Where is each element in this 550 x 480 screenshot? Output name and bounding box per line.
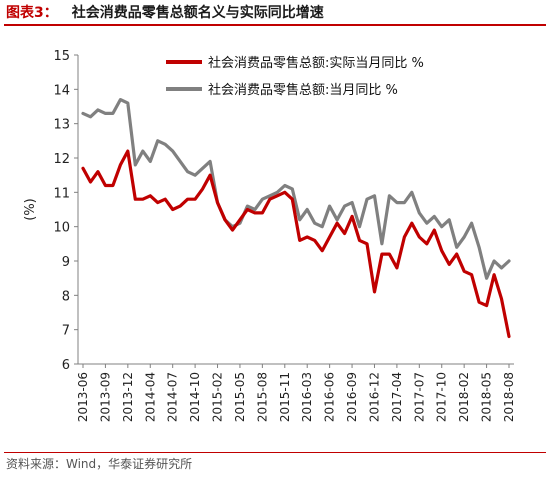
series-line-1	[81, 97, 511, 280]
x-tick-label: 2018-05	[480, 372, 494, 422]
y-axis-label: (%)	[23, 198, 38, 221]
x-tick-label: 2017-10	[435, 372, 449, 422]
x-tick-label: 2015-05	[233, 372, 247, 422]
figure-label: 图表3：	[6, 5, 58, 21]
x-tick-label: 2016-06	[323, 372, 337, 422]
x-tick-label: 2015-08	[255, 372, 269, 422]
x-tick-label: 2016-03	[300, 372, 314, 422]
figure-title-block: 图表3： 社会消费品零售总额名义与实际同比增速	[6, 2, 324, 22]
y-tick-label: 12	[53, 152, 70, 167]
series-layer	[81, 97, 511, 339]
y-tick-label: 13	[53, 118, 70, 133]
x-tick-label: 2013-12	[121, 372, 135, 422]
y-tick-label: 6	[62, 358, 70, 373]
line-chart: 6 7 8 9 10 11 12 13 14 15 (%) 2013-06 2013-09 2013-12…	[23, 49, 516, 422]
x-tick-label: 2016-09	[345, 372, 359, 422]
y-tick-label: 10	[53, 221, 70, 236]
series-line-0	[81, 149, 511, 339]
y-tick-label: 14	[53, 83, 70, 98]
x-tick-label: 2013-06	[76, 372, 90, 422]
y-tick-label: 7	[62, 324, 70, 339]
chart-axes: 6 7 8 9 10 11 12 13 14 15 (%) 2013-06 2013-09 2013-12…	[23, 49, 516, 422]
figure-title: 社会消费品零售总额名义与实际同比增速	[71, 5, 324, 21]
y-tick-label: 15	[53, 49, 70, 64]
x-tick-label: 2017-07	[412, 372, 426, 422]
x-tick-label: 2018-02	[457, 372, 471, 422]
legend-entry-1: 社会消费品零售总额:当月同比 %	[208, 82, 398, 98]
x-tick-label: 2013-09	[98, 372, 112, 422]
x-tick-label: 2018-08	[502, 372, 516, 422]
x-tick-label: 2017-04	[390, 372, 404, 422]
y-tick-label: 8	[62, 289, 70, 304]
source-rule	[4, 452, 546, 453]
legend-entry-0: 社会消费品零售总额:实际当月同比 %	[208, 55, 424, 71]
x-tick-label: 2014-10	[188, 372, 202, 422]
title-rule	[4, 24, 546, 26]
x-tick-label: 2015-02	[211, 372, 225, 422]
x-tick-label: 2014-04	[143, 372, 157, 422]
chart-legend: 社会消费品零售总额:实际当月同比 % 社会消费品零售总额:当月同比 %	[166, 55, 424, 98]
x-tick-label: 2016-12	[367, 372, 381, 422]
x-tick-label: 2015-11	[278, 372, 292, 422]
x-tick-label: 2014-07	[166, 372, 180, 422]
source-note: 资料来源：Wind，华泰证券研究所	[6, 457, 193, 471]
y-tick-label: 9	[62, 255, 70, 270]
y-tick-label: 11	[53, 186, 70, 201]
